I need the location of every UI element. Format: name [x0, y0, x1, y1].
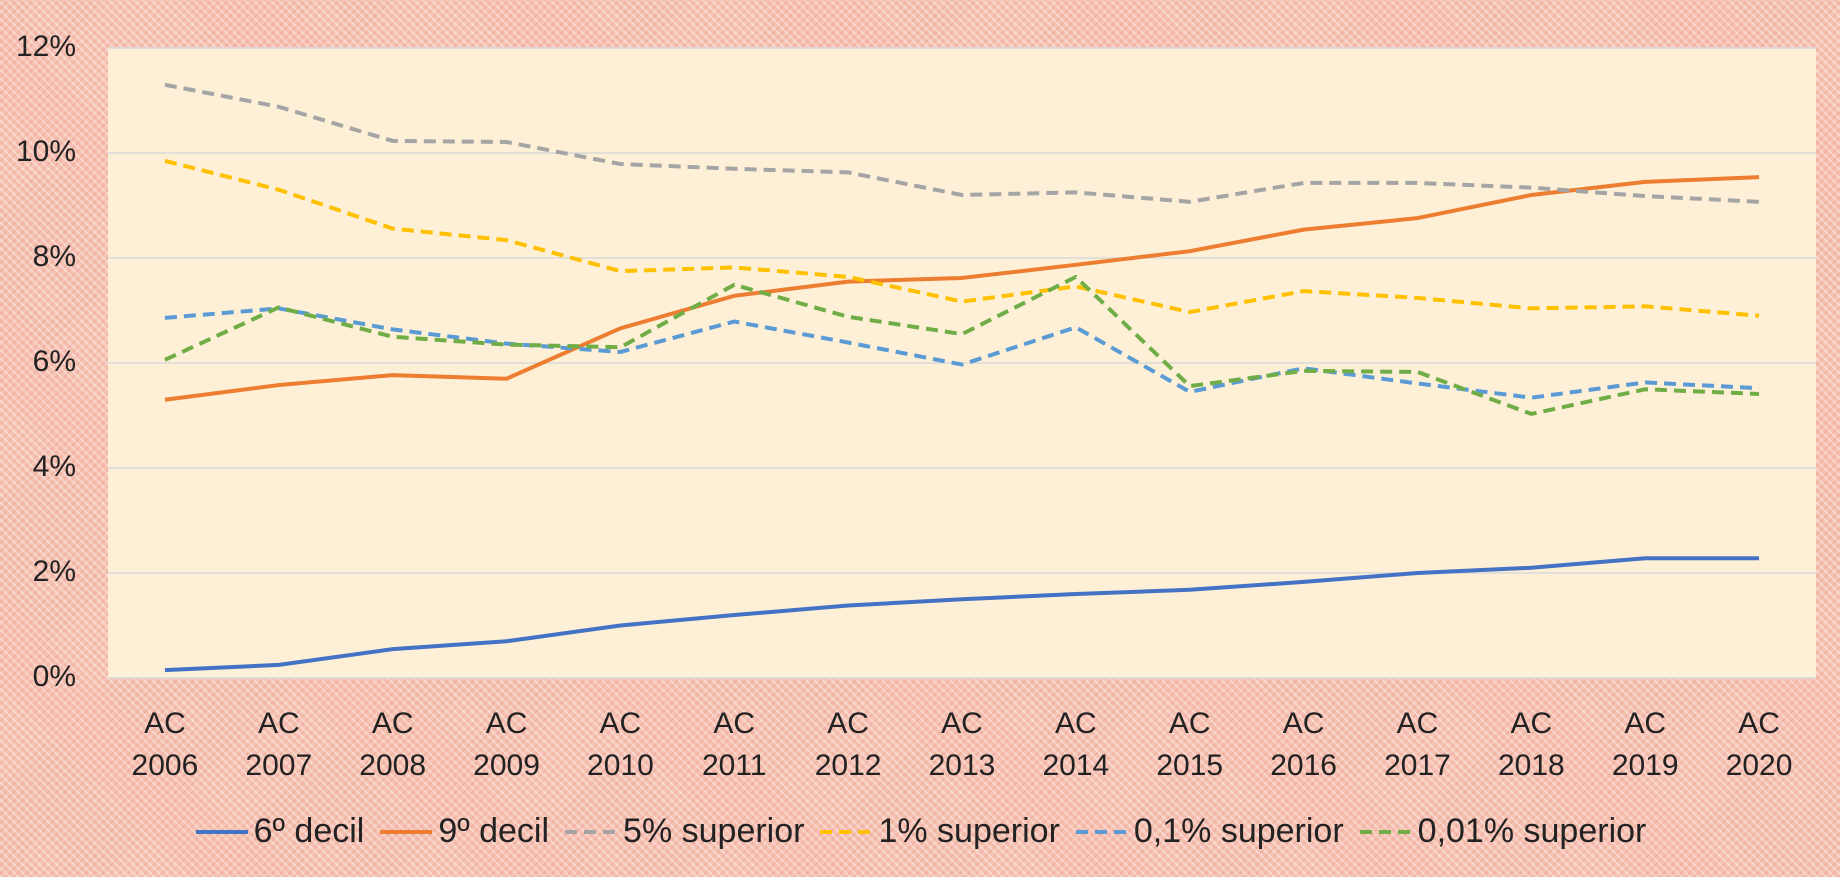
legend-item: 9º decil: [378, 812, 549, 851]
x-tick-label: AC 2010: [587, 707, 654, 782]
y-tick-label: 12%: [16, 30, 76, 63]
series-line: [164, 556, 1760, 673]
series-line: [164, 158, 1760, 318]
y-tick-label: 8%: [33, 240, 76, 273]
legend-item: 0,1% superior: [1074, 812, 1344, 851]
series-line: [164, 274, 1760, 416]
x-tick-label: AC 2017: [1384, 707, 1451, 782]
legend-swatch: [1075, 829, 1128, 834]
legend: 6º decil 9º decil 5% superior 1% superior 0,…: [0, 812, 1840, 851]
legend-swatch: [565, 829, 618, 834]
legend-swatch: [1359, 829, 1412, 834]
y-tick-label: 0%: [33, 660, 76, 693]
x-tick-label: AC 2012: [814, 707, 882, 782]
x-tick-label: AC 2015: [1156, 707, 1224, 782]
x-tick-label: AC 2008: [359, 707, 427, 782]
legend-label: 9º decil: [438, 812, 550, 850]
x-tick-label: AC 2016: [1270, 707, 1337, 782]
x-tick-label: AC 2018: [1497, 707, 1565, 782]
legend-label: 1% superior: [878, 812, 1060, 850]
x-tick-label: AC 2014: [1042, 707, 1110, 782]
legend-label: 5% superior: [623, 812, 805, 850]
legend-item: 5% superior: [563, 812, 804, 851]
legend-label: 0,01% superior: [1417, 812, 1647, 850]
y-tick-label: 10%: [16, 135, 76, 168]
legend-label: 0,1% superior: [1133, 812, 1344, 850]
legend-item: 6º decil: [194, 812, 365, 851]
legend-item: 1% superior: [818, 812, 1060, 851]
legend-swatch: [380, 829, 433, 834]
legend-swatch: [820, 829, 873, 834]
x-tick-label: AC 2020: [1725, 707, 1793, 782]
y-tick-label: 4%: [33, 450, 76, 483]
series-line: [164, 306, 1760, 400]
x-tick-label: AC 2013: [928, 707, 996, 782]
y-tick-label: 6%: [33, 345, 76, 378]
y-tick-label: 2%: [33, 555, 76, 588]
series-line: [164, 175, 1760, 402]
legend-item: 0,01% superior: [1358, 812, 1647, 851]
x-tick-label: AC 2007: [245, 707, 313, 782]
x-tick-label: AC 2009: [473, 707, 540, 782]
legend-swatch: [195, 829, 248, 834]
legend-label: 6º decil: [253, 812, 365, 850]
x-tick-label: AC 2011: [702, 707, 767, 782]
x-tick-label: AC 2019: [1611, 707, 1679, 782]
series-line: [164, 82, 1760, 204]
x-tick-label: AC 2006: [131, 707, 199, 782]
